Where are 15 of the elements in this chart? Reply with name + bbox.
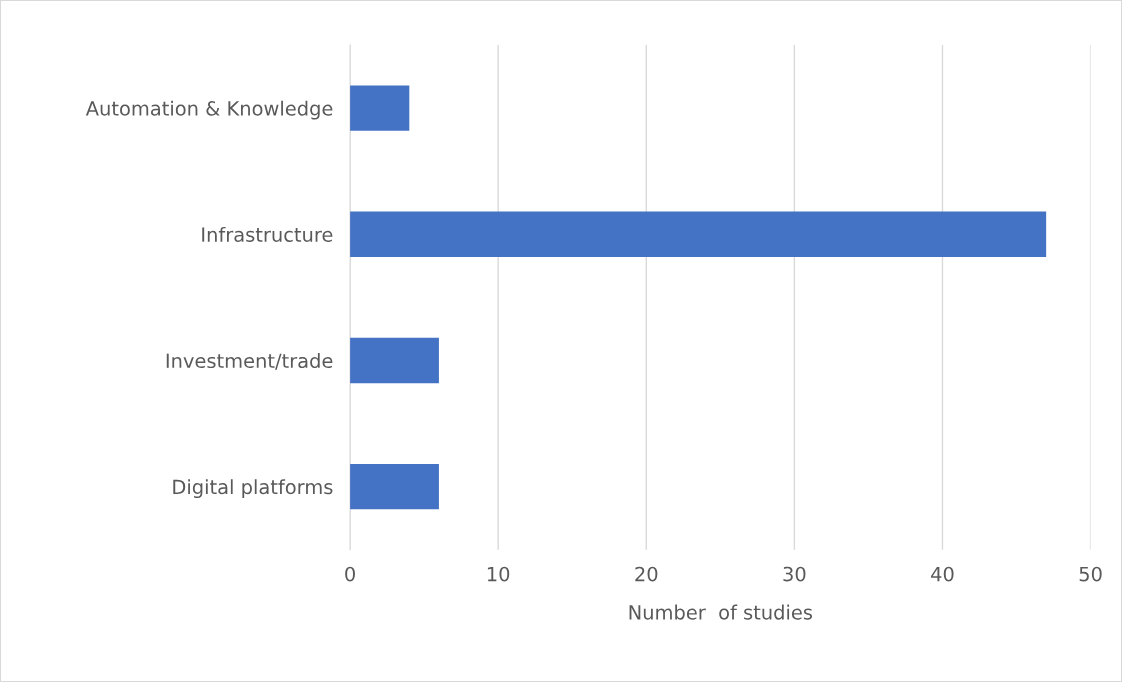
- bar: [350, 337, 439, 384]
- x-axis-title: Number of studies: [629, 604, 813, 620]
- x-tick-label: 0: [345, 566, 355, 582]
- bar: [350, 211, 1047, 257]
- y-tick-label: Infrastructure: [202, 226, 333, 242]
- x-tick-label: 20: [635, 566, 658, 582]
- y-tick-label: Investment/trade: [166, 353, 333, 370]
- bar: [350, 85, 410, 131]
- x-tick-label: 40: [931, 566, 954, 582]
- bar: [350, 463, 439, 510]
- x-tick-label: 50: [1079, 566, 1102, 582]
- y-tick-label: Digital platforms: [173, 479, 333, 499]
- x-tick-label: 10: [487, 566, 510, 582]
- y-tick-label: Automation & Knowledge: [85, 100, 333, 120]
- x-tick-label: 30: [783, 566, 806, 582]
